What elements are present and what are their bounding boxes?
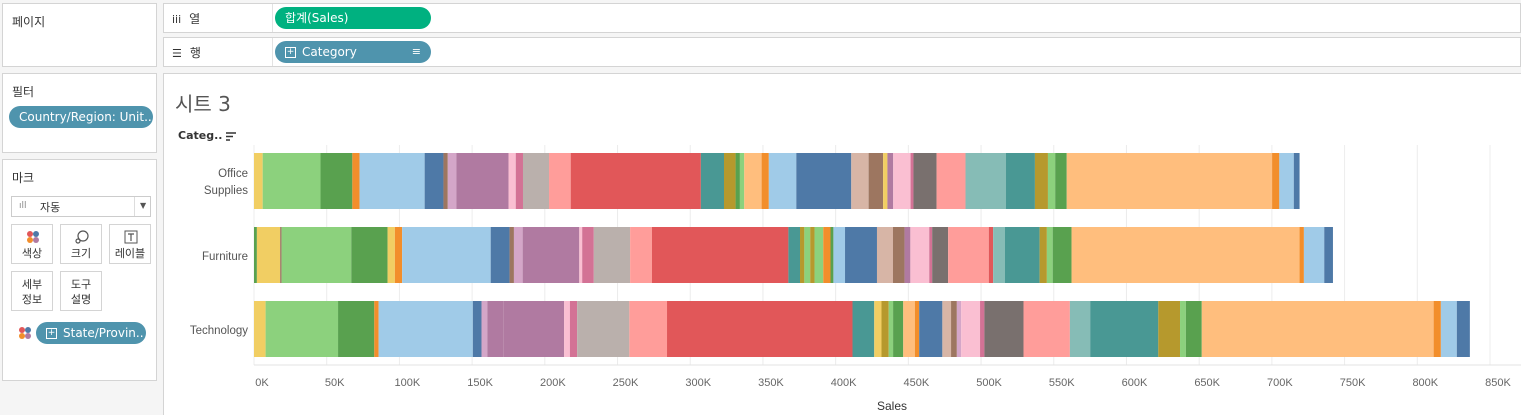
category-header-label: Categ.. — [178, 129, 223, 142]
marks-panel: 마크 ıll 자동 ▼ 색상 크기 레이블 세부 정보 — [2, 159, 157, 381]
category-pill[interactable]: + Category ≡ — [275, 41, 431, 63]
category-pill-label: Category — [302, 45, 357, 59]
color-label: 색상 — [21, 247, 43, 260]
size-icon — [75, 230, 89, 244]
detail-label-line2: 정보 — [21, 293, 43, 306]
sum-sales-pill[interactable]: 합계(Sales) — [275, 7, 431, 29]
columns-shelf[interactable]: iii 열 합계(Sales) — [163, 3, 1521, 33]
rows-label-text: 행 — [189, 46, 201, 60]
tooltip-button[interactable]: 도구 설명 — [60, 271, 102, 311]
state-pill-label: State/Provin.. — [63, 326, 144, 340]
filters-title: 필터 — [12, 85, 35, 99]
mark-type-dropdown[interactable]: ıll 자동 ▼ — [11, 196, 151, 217]
detail-label-line1: 세부 — [21, 278, 43, 291]
columns-label-text: 열 — [189, 12, 201, 26]
marks-title: 마크 — [12, 171, 35, 185]
tooltip-label: 도구 설명 — [61, 277, 101, 307]
dropdown-divider — [134, 197, 135, 216]
sort-descending-icon[interactable] — [226, 131, 237, 141]
size-button[interactable]: 크기 — [60, 224, 102, 264]
tooltip-label-line1: 도구 — [70, 278, 92, 291]
color-field-icon — [19, 327, 31, 339]
shelf-divider — [272, 4, 273, 32]
state-province-pill[interactable]: + State/Provin.. — [36, 322, 146, 344]
shelf-divider-rows — [272, 38, 273, 66]
detail-label: 세부 정보 — [12, 277, 52, 307]
size-label: 크기 — [70, 247, 92, 260]
color-button[interactable]: 색상 — [11, 224, 53, 264]
mark-type-value: 자동 — [40, 201, 61, 214]
sort-icon[interactable]: ≡ — [411, 45, 421, 58]
category-header[interactable]: Categ.. — [178, 129, 237, 142]
detail-button[interactable]: 세부 정보 — [11, 271, 53, 311]
filter-pill-country[interactable]: Country/Region: Unit.. — [9, 106, 153, 128]
pages-panel[interactable]: 페이지 — [2, 3, 157, 67]
label-label: 레이블 — [114, 247, 146, 260]
rows-shelf-label: ☰ 행 — [172, 44, 201, 61]
text-label-icon — [124, 230, 138, 244]
pages-title: 페이지 — [12, 15, 46, 29]
columns-shelf-label: iii 열 — [172, 10, 200, 27]
expand-icon[interactable]: + — [46, 328, 57, 339]
rows-shelf[interactable]: ☰ 행 + Category ≡ — [163, 37, 1521, 67]
label-button[interactable]: 레이블 — [109, 224, 151, 264]
tooltip-label-line2: 설명 — [70, 293, 92, 306]
bar-chart-icon: ıll — [19, 201, 27, 211]
color-icon — [27, 231, 39, 243]
filters-panel[interactable]: 필터 Country/Region: Unit.. — [2, 73, 157, 153]
chevron-down-icon[interactable]: ▼ — [140, 201, 147, 210]
expand-icon[interactable]: + — [285, 47, 296, 58]
sheet-area: 시트 3 Categ.. — [163, 73, 1521, 415]
rows-icon: ☰ — [172, 47, 182, 60]
columns-icon: iii — [172, 13, 182, 26]
sheet-title: 시트 3 — [175, 92, 231, 116]
